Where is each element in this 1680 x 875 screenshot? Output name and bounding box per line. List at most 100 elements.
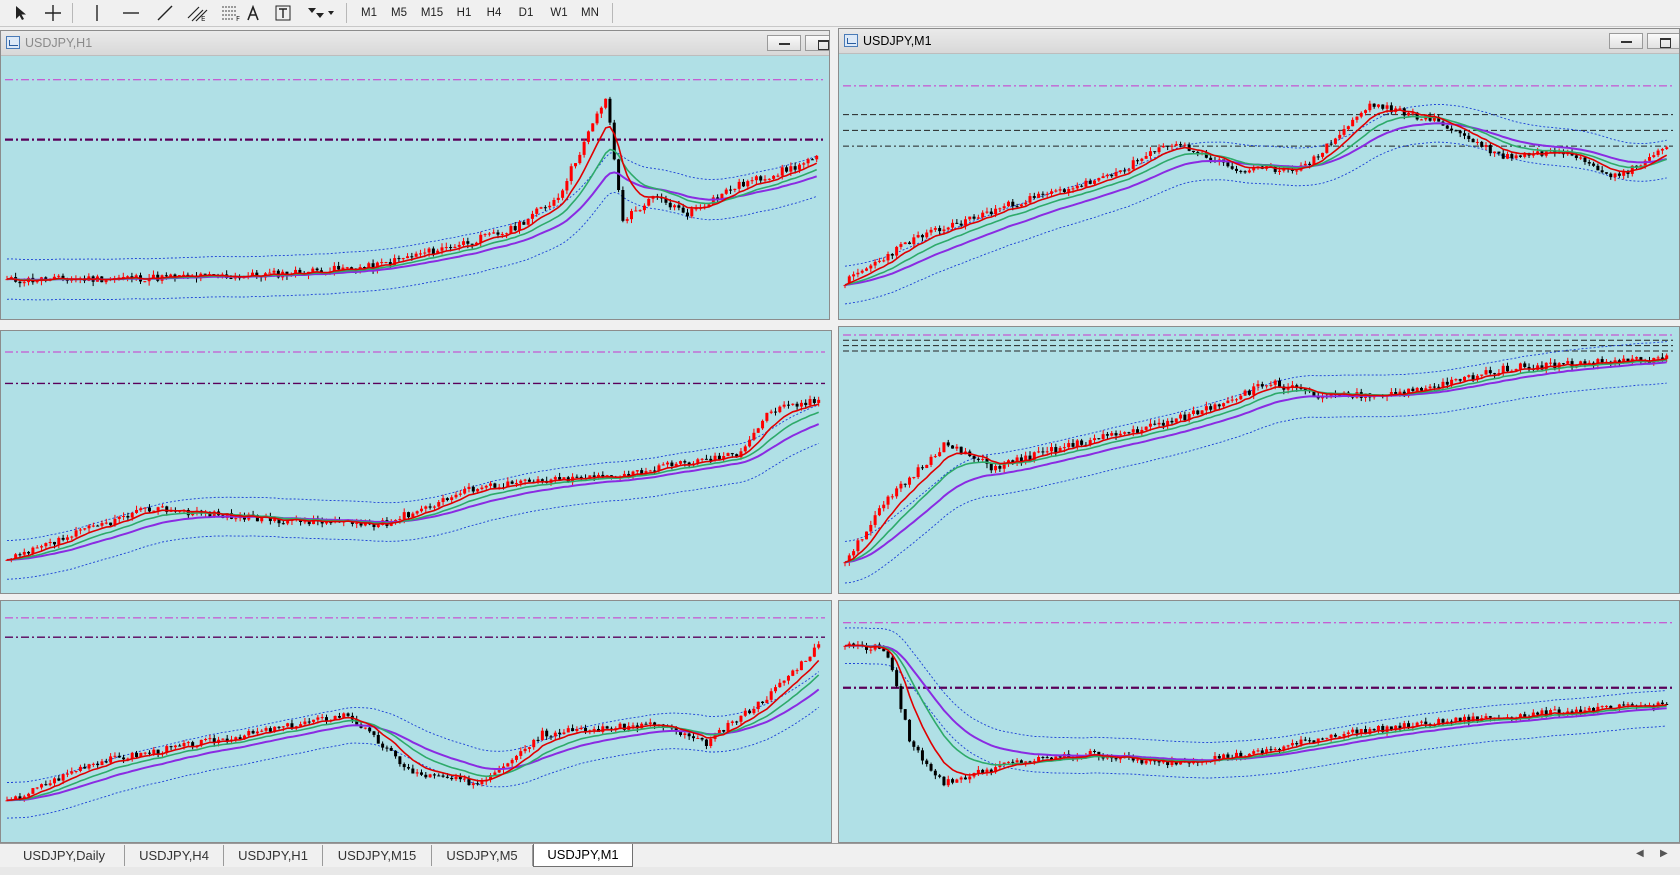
tab-usdjpy-m5[interactable]: USDJPY,M5 [432,845,533,866]
candle-body [1312,740,1316,743]
candle-body [817,399,821,403]
candle-body [635,470,639,472]
candle-body [1652,155,1656,158]
candle-body [444,247,448,249]
candle-body [569,166,573,182]
chart-window-bottom-right[interactable] [838,600,1680,843]
tab-usdjpy-m15[interactable]: USDJPY,M15 [323,845,432,866]
candle-body [1514,155,1518,159]
horizontal-line-tool-icon[interactable] [120,2,142,24]
price-chart[interactable] [1,59,829,319]
chart-window-m1[interactable]: USDJPY,M1 [838,28,1680,320]
tab-scroll-left-icon[interactable]: ◀ [1636,848,1644,859]
candle-body [1536,712,1540,715]
candle-body [135,509,139,513]
svg-text:F: F [236,15,240,22]
candle-body [1402,723,1406,729]
cursor-tool-icon[interactable] [10,2,32,24]
candle-body [462,241,466,245]
candle-body [759,176,763,181]
candle-body [143,752,147,754]
candle-body [791,670,795,676]
tab-usdjpy-h4[interactable]: USDJPY,H4 [125,845,224,866]
text-label-tool-icon[interactable] [272,2,294,24]
candle-body [1075,440,1079,447]
timeframe-d1-button[interactable]: D1 [518,7,534,19]
price-chart[interactable] [839,327,1679,593]
candle-body [1080,185,1084,187]
candle-body [1226,400,1230,404]
timeframe-m1-button[interactable]: M1 [361,7,377,19]
restore-button[interactable] [805,35,829,51]
candle-body [895,488,899,497]
candle-body [1450,128,1454,131]
candle-body [1123,170,1127,172]
candle-body [806,159,810,164]
chart-window-titlebar[interactable]: USDJPY,M1 [839,29,1679,54]
fibonacci-tool-icon[interactable]: F [220,2,244,24]
minimize-button[interactable] [1609,33,1643,49]
candle-body [1088,180,1092,184]
candle-body [642,205,646,211]
vertical-line-tool-icon[interactable] [86,2,108,24]
tab-usdjpy-daily[interactable]: USDJPY,Daily [4,845,125,866]
chart-window-mid-right[interactable] [838,326,1680,594]
candle-body [160,506,164,508]
tab-usdjpy-h1[interactable]: USDJPY,H1 [224,845,323,866]
tab-usdjpy-m1[interactable]: USDJPY,M1 [533,844,633,867]
candle-body [780,167,784,176]
candle-body [1260,384,1264,387]
candle-body [1635,357,1639,359]
candle-body [920,467,924,469]
chart-window-mid-left[interactable] [0,330,832,594]
candle-body [1299,387,1303,389]
candle-body [311,268,315,272]
price-chart[interactable] [1,331,831,593]
price-chart[interactable] [1,601,831,842]
candle-body [1170,145,1174,147]
timeframe-mn-button[interactable]: MN [581,7,599,19]
candle-body [1217,755,1221,759]
chart-window-titlebar[interactable]: USDJPY,H1 [1,31,829,56]
timeframe-m5-button[interactable]: M5 [391,7,407,19]
candle-body [843,285,847,287]
candle-body [1286,387,1290,390]
candle-body [812,399,816,403]
price-chart[interactable] [839,57,1679,319]
toolbar: E F M1 M5 M15 H1 H4 D1 W1 MN [0,0,1680,27]
candle-body [359,522,363,526]
candle-body [502,766,506,770]
equidistant-channel-tool-icon[interactable]: E [186,2,210,24]
candle-body [717,729,721,734]
chart-window-bottom-left[interactable] [0,600,832,843]
timeframe-m15-button[interactable]: M15 [420,7,444,19]
candle-body [1282,746,1286,750]
candle-body [674,727,678,732]
chart-window-h1[interactable]: USDJPY,H1 [0,30,830,320]
crosshair-tool-icon[interactable] [42,2,64,24]
candle-body [584,727,588,732]
candle-body [1213,404,1217,410]
text-tool-icon[interactable] [242,2,264,24]
trendline-tool-icon[interactable] [154,2,176,24]
candle-body [454,494,458,498]
candle-body [769,411,773,413]
candle-body [1191,150,1195,152]
candle-body [929,229,933,233]
bollinger-lower-band [6,192,817,301]
candle-body [1463,716,1466,722]
timeframe-h1-button[interactable]: H1 [456,7,472,19]
tab-scroll-right-icon[interactable]: ▶ [1660,848,1668,859]
restore-button[interactable] [1647,33,1679,49]
timeframe-h4-button[interactable]: H4 [486,7,502,19]
price-chart[interactable] [839,601,1679,842]
minimize-button[interactable] [767,35,801,51]
candle-body [540,730,544,741]
candle-body [908,242,912,245]
arrows-tool-icon[interactable] [304,2,338,24]
candle-body [1437,719,1441,726]
candle-body [916,235,920,238]
candle-body [526,218,530,225]
timeframe-w1-button[interactable]: W1 [550,7,568,19]
candle-body [756,701,760,710]
